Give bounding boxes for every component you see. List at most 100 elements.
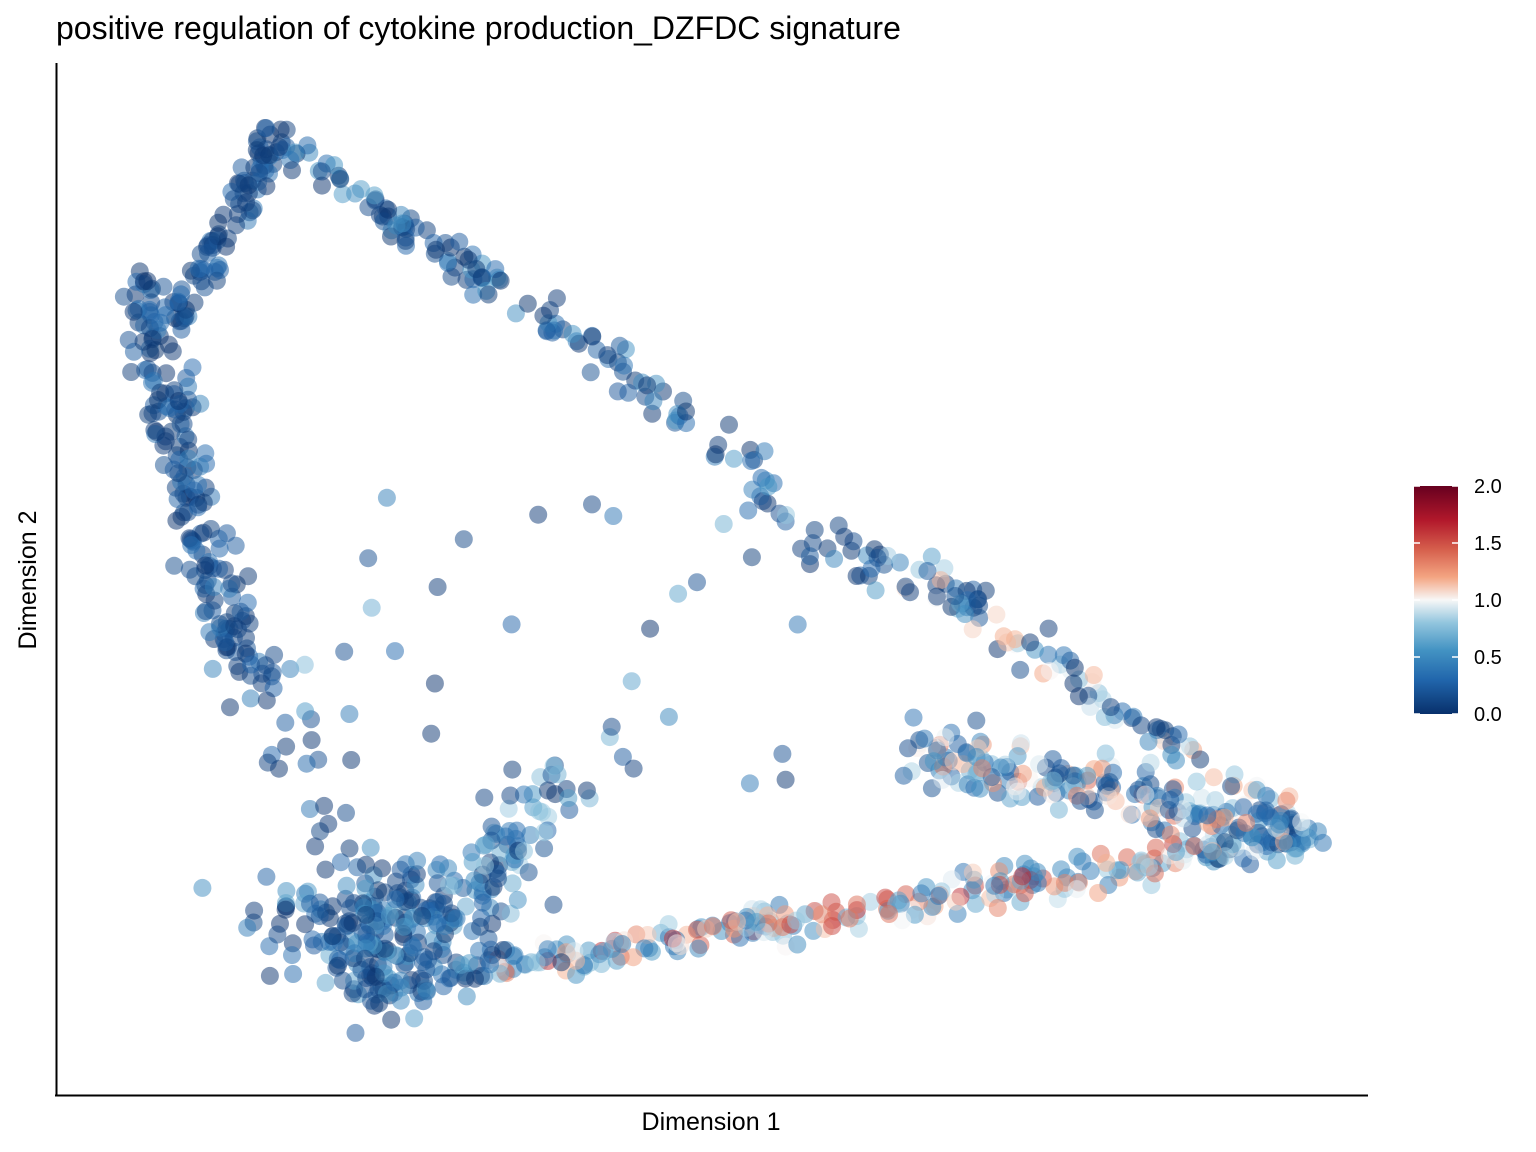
data-point (328, 956, 347, 975)
data-point (407, 865, 426, 884)
data-point (404, 938, 423, 957)
data-point (638, 376, 657, 395)
data-point (1185, 837, 1204, 856)
data-point (481, 955, 499, 974)
data-point (579, 941, 598, 960)
data-point (508, 890, 527, 909)
data-point (386, 890, 405, 909)
data-point (565, 942, 584, 961)
data-point (428, 578, 447, 596)
data-point (1146, 838, 1165, 857)
data-point (165, 556, 184, 575)
data-point (340, 839, 359, 858)
data-point (204, 578, 223, 596)
data-point (465, 871, 484, 890)
data-point (283, 161, 301, 180)
data-point (615, 356, 633, 375)
data-point (659, 707, 678, 726)
data-point (373, 859, 392, 878)
data-point (337, 876, 356, 895)
data-point (607, 951, 626, 970)
data-point (305, 936, 323, 955)
data-point (319, 814, 338, 833)
data-point (776, 770, 795, 789)
data-point (503, 760, 522, 779)
data-point (296, 702, 315, 721)
data-point (343, 914, 362, 933)
data-point (475, 788, 494, 807)
data-point (904, 708, 923, 727)
data-point (563, 324, 582, 343)
data-point (924, 752, 943, 771)
data-point (1071, 791, 1090, 810)
data-point (356, 980, 375, 999)
data-point (114, 287, 133, 306)
data-point (1044, 771, 1063, 790)
data-point (613, 935, 632, 953)
data-point (239, 567, 258, 586)
data-point (714, 515, 733, 533)
data-point (382, 1010, 401, 1029)
data-point (182, 536, 201, 555)
data-point (241, 689, 260, 708)
colorbar-tick-label: 0.0 (1474, 704, 1502, 726)
data-point (970, 596, 989, 615)
data-point (335, 642, 354, 661)
data-point (544, 895, 563, 914)
data-point (1139, 732, 1158, 751)
data-point (840, 909, 859, 928)
data-point (728, 912, 746, 931)
data-point (835, 527, 854, 546)
data-point (514, 785, 533, 804)
data-point (169, 292, 188, 311)
data-point (1277, 791, 1296, 810)
data-point (179, 430, 198, 449)
data-point (739, 501, 758, 520)
data-point (256, 656, 275, 675)
colorbar-tick-label: 1.5 (1474, 533, 1502, 555)
data-point (535, 839, 554, 858)
data-point (301, 894, 319, 913)
data-point (405, 1009, 424, 1028)
data-point (788, 615, 807, 634)
data-point (847, 895, 866, 914)
data-point (742, 548, 761, 567)
data-point (466, 969, 484, 988)
data-point (222, 574, 241, 593)
data-point (357, 905, 376, 924)
data-point (231, 602, 250, 621)
data-point (944, 752, 963, 771)
data-point (928, 587, 946, 606)
data-point (258, 753, 277, 772)
data-point (610, 336, 629, 355)
data-point (196, 602, 215, 621)
data-point (946, 892, 965, 911)
data-point (706, 445, 725, 464)
data-point (1174, 809, 1193, 828)
data-point (1161, 825, 1180, 844)
data-point (1215, 808, 1234, 827)
data-point (929, 887, 948, 905)
data-point (922, 547, 941, 566)
data-point (644, 392, 663, 411)
data-point (1245, 842, 1264, 860)
data-point (1159, 801, 1178, 819)
data-point (312, 162, 331, 181)
data-point (489, 869, 507, 888)
data-point (1136, 785, 1155, 804)
data-point (230, 174, 249, 193)
data-point (595, 942, 614, 961)
data-point (1313, 833, 1332, 852)
data-point (340, 705, 359, 723)
data-point (323, 927, 342, 945)
data-point (659, 915, 678, 934)
data-point (967, 711, 986, 730)
data-point (355, 949, 374, 968)
data-point (501, 786, 520, 805)
data-point (583, 495, 601, 514)
data-point (1067, 880, 1086, 899)
data-point (1040, 662, 1059, 680)
data-point (310, 907, 329, 926)
data-point (193, 878, 212, 897)
